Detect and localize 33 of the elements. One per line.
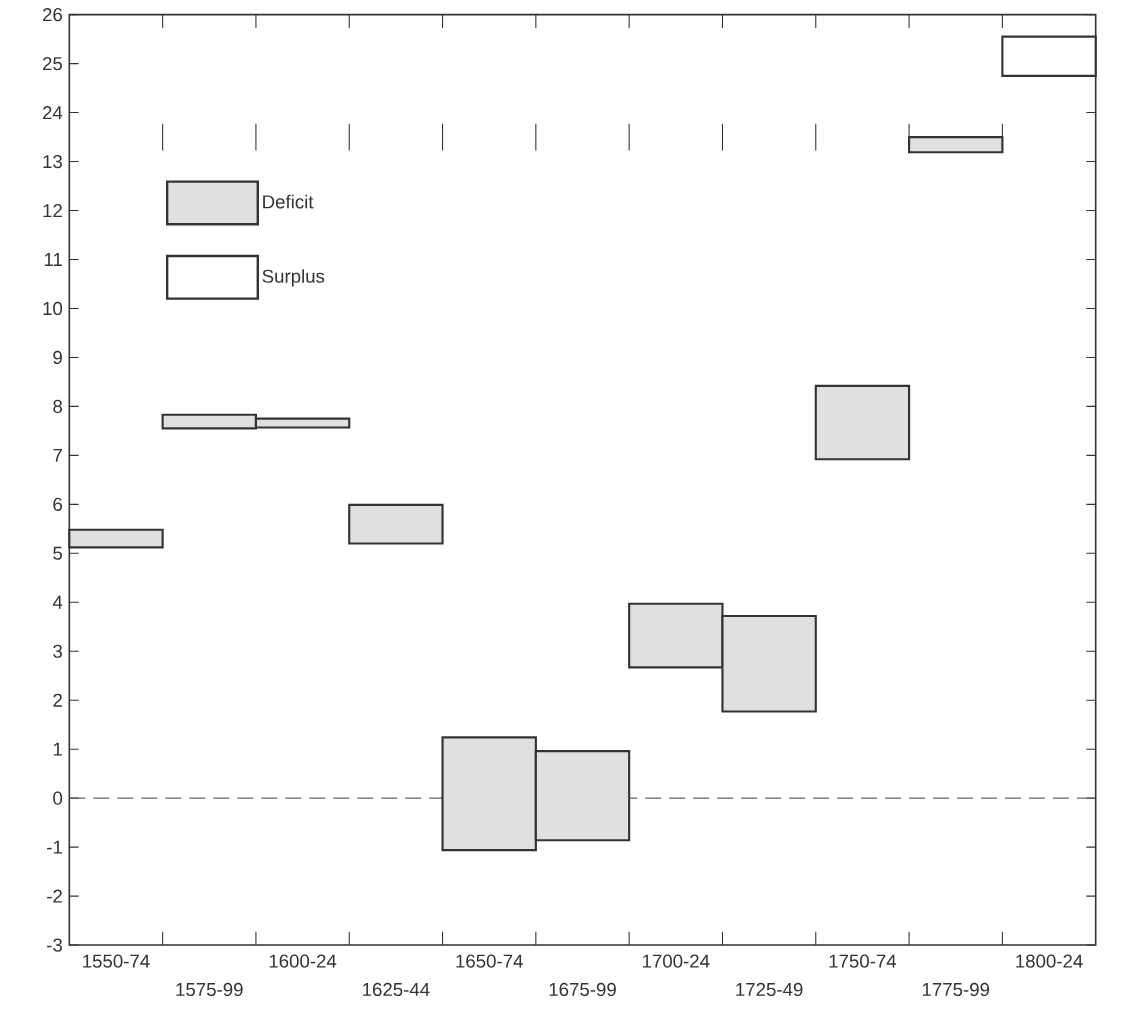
x-tick-label: 1675-99 — [549, 982, 616, 996]
x-tick-label: 1700-24 — [642, 954, 710, 968]
y-tick-label: 11 — [44, 252, 62, 266]
y-tick-label: 24 — [43, 105, 63, 119]
x-tick-label: 1725-49 — [736, 982, 803, 996]
x-tick-label: 1750-74 — [829, 954, 897, 968]
y-tick-label: 0 — [53, 791, 63, 805]
y-tick-label: 25 — [43, 56, 63, 71]
y-tick-label: -2 — [47, 889, 62, 903]
y-tick-label: 13 — [43, 154, 62, 168]
y-tick-label: 3 — [53, 644, 62, 658]
x-tick-label: 1575-99 — [176, 982, 243, 996]
y-tick-label: 12 — [43, 203, 62, 217]
x-tick-label: 1550-74 — [83, 954, 150, 968]
x-tick-label: 1800-24 — [1016, 954, 1083, 968]
y-tick-label: 9 — [53, 350, 62, 364]
y-tick-label: 2 — [53, 693, 62, 707]
y-tick-label: 5 — [53, 546, 63, 560]
legend-label: Surplus — [262, 268, 325, 287]
x-tick-label: 1625-44 — [363, 982, 430, 996]
y-tick-label: 8 — [53, 399, 63, 413]
x-tick-label: 1775-99 — [922, 982, 990, 996]
x-tick-label: 1600-24 — [269, 954, 337, 968]
y-tick-label: 6 — [53, 497, 62, 511]
y-tick-label: 26 — [43, 7, 62, 22]
y-tick-label: 7 — [53, 448, 62, 462]
y-tick-label: 1 — [53, 742, 62, 756]
y-tick-label: 10 — [43, 301, 63, 315]
legend-label: Deficit — [263, 194, 314, 209]
y-tick-label: 4 — [52, 595, 63, 609]
y-tick-label: -3 — [47, 938, 62, 952]
x-tick-label: 1650-74 — [456, 954, 523, 968]
y-tick-label: -1 — [47, 840, 62, 854]
